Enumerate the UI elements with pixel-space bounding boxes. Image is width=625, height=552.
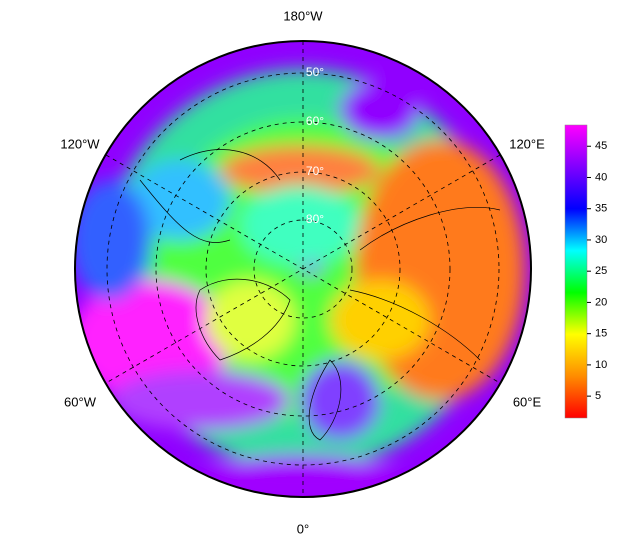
latitude-label: 60° bbox=[306, 114, 324, 128]
polar-field bbox=[75, 41, 531, 497]
colorbar-tick-label: 25 bbox=[595, 265, 607, 277]
colorbar-tick-label: 30 bbox=[595, 234, 607, 246]
coastlines bbox=[139, 149, 501, 441]
colorbar-tick-label: 40 bbox=[595, 171, 607, 183]
colorbar-tick-label: 20 bbox=[595, 296, 607, 308]
longitude-label: 120°E bbox=[509, 136, 545, 151]
longitude-label: 60°W bbox=[64, 394, 97, 409]
colorbar-tick-label: 10 bbox=[595, 359, 607, 371]
colorbar-tick-label: 45 bbox=[595, 140, 607, 152]
colorbar bbox=[564, 124, 588, 419]
longitude-label: 180°W bbox=[283, 8, 323, 23]
latitude-label: 50° bbox=[306, 65, 324, 79]
map-border bbox=[74, 40, 532, 498]
latitude-label: 70° bbox=[306, 164, 324, 178]
longitude-label: 0° bbox=[297, 521, 309, 536]
graticule bbox=[105, 41, 501, 497]
colorbar-tick-label: 35 bbox=[595, 203, 607, 215]
latitude-label: 80° bbox=[306, 212, 324, 226]
longitude-label: 60°E bbox=[513, 394, 542, 409]
colorbar-tick-label: 15 bbox=[595, 328, 607, 340]
colorbar-tick-label: 5 bbox=[595, 390, 601, 402]
longitude-label: 120°W bbox=[60, 136, 100, 151]
